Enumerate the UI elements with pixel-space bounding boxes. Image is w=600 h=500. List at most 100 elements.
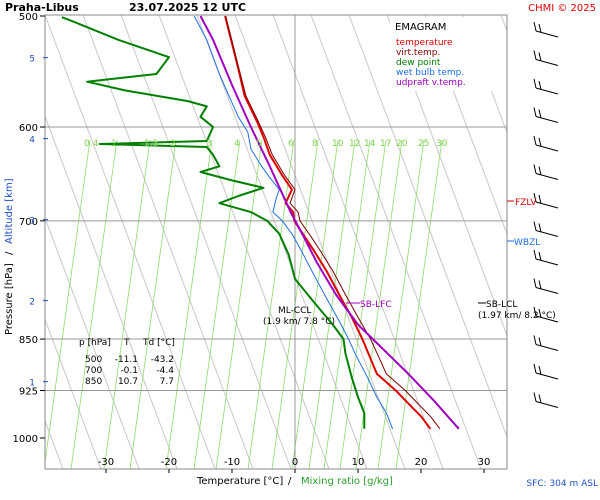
legend-item-wet-bulb: wet bulb temp. xyxy=(396,68,464,78)
wind-barb-flag xyxy=(538,194,542,204)
dry-adiabat-line xyxy=(272,15,444,469)
wind-barb-shaft xyxy=(535,30,559,38)
mixing-ratio-line xyxy=(377,139,425,469)
wind-barb-flag xyxy=(533,306,537,317)
wind-barb xyxy=(533,50,559,66)
pressure-tick-label: 700 xyxy=(19,217,38,228)
plot-frame xyxy=(44,14,508,470)
legend-item-temperature: temperature xyxy=(396,38,453,48)
sb-lcl-label: SB-LCL xyxy=(486,300,517,310)
wind-barb-flag xyxy=(533,21,537,32)
wind-barb-flag xyxy=(533,164,537,174)
legend-title: EMAGRAM xyxy=(395,22,446,33)
wind-barb-shaft xyxy=(535,87,559,95)
table-cell-td700: -4.4 xyxy=(156,366,174,376)
table-header-p: p [hPa] xyxy=(79,338,111,348)
background-grid xyxy=(45,15,507,469)
mixing-ratio-line xyxy=(323,139,371,469)
wind-barb-shaft xyxy=(535,344,559,351)
surface-note: SFC: 304 m ASL xyxy=(526,479,598,489)
mixing-ratio-line xyxy=(215,139,263,469)
wind-barb-shaft xyxy=(535,258,559,266)
table-cell-p700: 700 xyxy=(85,366,102,376)
wind-barb xyxy=(533,221,559,237)
wind-barb-flag xyxy=(533,107,537,117)
x-axis-label-temperature: Temperature [°C] xyxy=(196,476,283,487)
wind-barb-flag xyxy=(538,166,542,176)
mixing-ratio-label: 17 xyxy=(380,139,391,149)
wind-barb xyxy=(533,278,559,294)
altitude-tick-label: 4 xyxy=(29,136,35,146)
wind-barb xyxy=(533,21,559,38)
table-cell-td500: -43.2 xyxy=(151,355,174,365)
wind-barb-flag xyxy=(538,394,542,404)
wind-barb-flag xyxy=(533,335,537,345)
wind-barb-shaft xyxy=(535,173,559,180)
table-header-td: Td [°C] xyxy=(142,338,175,348)
wind-barb xyxy=(533,392,559,408)
dry-adiabat-line xyxy=(45,115,178,469)
mixing-ratio-line xyxy=(339,139,387,469)
pressure-tick-label: 925 xyxy=(19,387,38,398)
temperature-tick-label: 20 xyxy=(415,457,428,468)
wind-barb-flag xyxy=(533,135,537,146)
mixing-ratio-line xyxy=(70,139,118,469)
wind-barb-shaft xyxy=(535,201,559,209)
wind-barb xyxy=(533,135,559,152)
pressure-tick-label: 500 xyxy=(19,12,38,23)
temperature-tick-label: -20 xyxy=(161,457,177,468)
wind-barb-flag xyxy=(538,308,542,318)
wind-barb xyxy=(533,78,559,95)
dry-adiabat-line xyxy=(45,318,102,469)
wind-barb-flag xyxy=(533,278,537,288)
legend-item-virt-temp: virt.temp. xyxy=(396,48,440,58)
pressure-tick-label: 1000 xyxy=(13,434,38,445)
ml-ccl-label: ML-CCL xyxy=(278,306,311,316)
altitude-tick-label: 5 xyxy=(29,55,35,65)
series-wet-bulb-temp-line xyxy=(193,15,394,429)
wbzl-label: WBZL xyxy=(514,238,540,248)
mixing-ratio-line xyxy=(308,139,356,469)
dry-adiabat-line xyxy=(310,15,482,469)
dry-adiabat-line xyxy=(82,15,254,469)
wind-barb-flag xyxy=(538,251,542,261)
dry-adiabat-line xyxy=(120,15,292,469)
wind-barb-shaft xyxy=(535,372,559,380)
sb-lfc-label: SB-LFC xyxy=(360,300,392,310)
mixing-ratio-line xyxy=(395,139,443,469)
wind-barb-shaft xyxy=(535,401,559,408)
fzlv-label: FZLV xyxy=(515,198,537,208)
table-cell-p500: 500 xyxy=(85,355,102,365)
dry-adiabat-line xyxy=(45,216,140,469)
mixing-ratio-label: 2 xyxy=(170,139,176,149)
mixing-ratio-label: 1.5 xyxy=(144,139,158,149)
x-axis-label-mixing: Mixing ratio [g/kg] xyxy=(301,476,393,487)
y-axis-label-pressure: Pressure [hPa] xyxy=(4,263,15,335)
mixing-ratio-line xyxy=(129,139,177,469)
mixing-ratio-label: 8 xyxy=(312,139,318,149)
series-dew-point-line xyxy=(61,16,366,429)
wind-barb-shaft xyxy=(535,59,559,66)
wind-barb-flag xyxy=(538,52,542,62)
wind-barb-flag xyxy=(533,363,537,374)
pressure-tick-label: 600 xyxy=(19,123,38,134)
table-cell-t700: -0.1 xyxy=(120,366,138,376)
mixing-ratio-line xyxy=(45,139,91,465)
profile-lines xyxy=(61,15,460,430)
mixing-ratio-label: 12 xyxy=(349,139,360,149)
wind-barb-flag xyxy=(533,50,537,60)
mixing-ratio-label: 4 xyxy=(234,139,240,149)
x-axis-label-separator: / xyxy=(288,476,292,487)
y-axis-label-separator: / xyxy=(4,251,15,255)
ml-ccl-values: (1.9 km/ 7.8 °C) xyxy=(263,317,335,327)
pressure-tick-label: 850 xyxy=(19,335,38,346)
series-udpraft-v-temp-line xyxy=(199,15,460,430)
wind-barb-shaft xyxy=(535,315,559,323)
wind-barb-flag xyxy=(533,221,537,231)
station-title: Praha-Libus xyxy=(5,1,79,14)
mixing-ratio-label: 10 xyxy=(332,139,344,149)
wind-barb-flag xyxy=(533,78,537,89)
wind-barb-flag xyxy=(538,337,542,347)
temperature-tick-label: -30 xyxy=(98,457,114,468)
wind-barb-shaft xyxy=(535,287,559,294)
